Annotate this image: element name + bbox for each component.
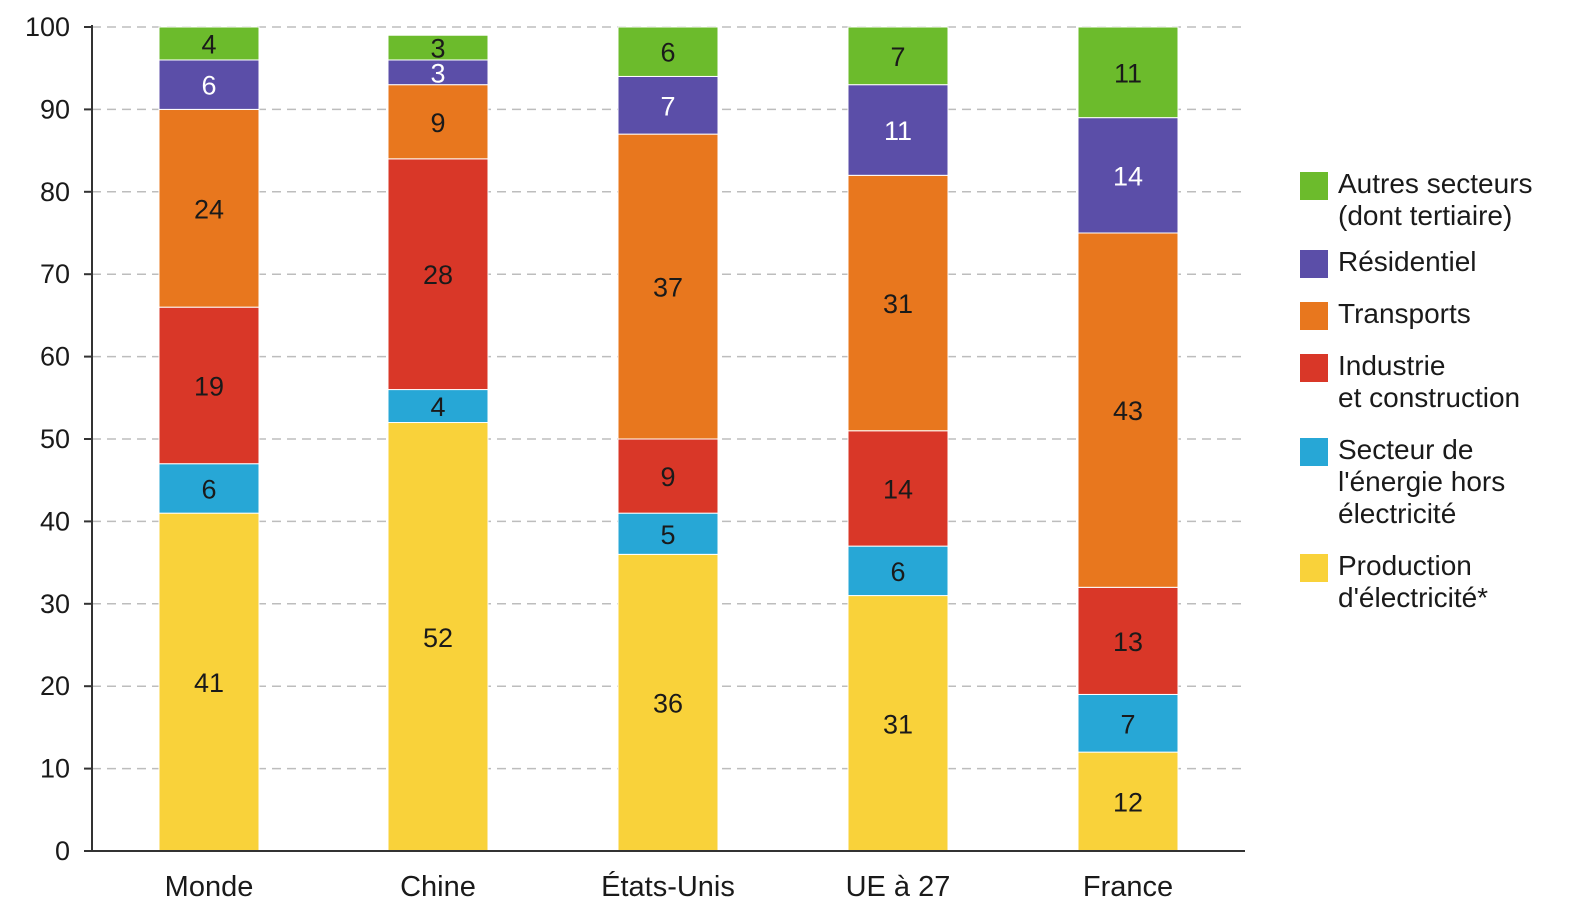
legend-swatch [1300, 438, 1328, 466]
bar-segment [847, 430, 949, 547]
bar-segment [387, 389, 489, 424]
data-label: 9 [430, 108, 445, 138]
bar-segment [158, 108, 260, 308]
y-tick-label: 10 [40, 754, 70, 784]
legend-item: Résidentiel [1300, 246, 1575, 278]
legend-item: Secteur de l'énergie hors électricité [1300, 434, 1575, 530]
legend-item: Transports [1300, 298, 1575, 330]
data-label: 28 [423, 260, 453, 290]
bar-segment [158, 512, 260, 852]
x-category-label: Monde [165, 871, 254, 903]
y-tick-label: 80 [40, 177, 70, 207]
data-label: 14 [1113, 161, 1143, 191]
x-category-label: Chine [400, 871, 476, 903]
bar-segment [617, 438, 719, 514]
data-label: 3 [430, 58, 445, 88]
data-label: 14 [883, 474, 913, 504]
bar-segment [617, 512, 719, 555]
y-tick-label: 30 [40, 589, 70, 619]
bar-segment [1077, 693, 1179, 753]
bar-segment [847, 545, 949, 597]
y-tick-label: 50 [40, 424, 70, 454]
data-label: 43 [1113, 396, 1143, 426]
y-tick-label: 70 [40, 259, 70, 289]
x-category-label: France [1083, 871, 1173, 903]
x-category-label: UE à 27 [846, 871, 951, 903]
data-label: 41 [194, 668, 224, 698]
legend-label: Production d'électricité* [1338, 550, 1489, 613]
bar-segment [158, 463, 260, 514]
data-label: 31 [883, 709, 913, 739]
legend-label: Résidentiel [1338, 246, 1477, 277]
data-label: 6 [201, 71, 216, 101]
bar-segment [158, 306, 260, 465]
bar-segment [387, 34, 489, 61]
legend-swatch [1300, 554, 1328, 582]
legend-item: Industrie et construction [1300, 350, 1575, 414]
data-label: 9 [660, 462, 675, 492]
legend-label: Secteur de l'énergie hors électricité [1338, 434, 1506, 529]
data-label: 11 [1114, 58, 1142, 88]
data-label: 13 [1113, 627, 1143, 657]
legend-swatch [1300, 250, 1328, 278]
data-label: 52 [423, 623, 453, 653]
data-label: 7 [890, 42, 905, 72]
data-label: 24 [194, 194, 224, 224]
legend: Autres secteurs (dont tertiaire) Résident… [1300, 168, 1575, 614]
y-tick-label: 20 [40, 671, 70, 701]
bar-segment [617, 75, 719, 135]
bar-segment [847, 26, 949, 86]
bars: 41 6 19 24 6 4 52 4 28 9 33 36 5 9 37 7 6 31 6 14 31 11 7 12 7 13… [158, 26, 1179, 852]
legend-swatch [1300, 354, 1328, 382]
bar-segment [387, 158, 489, 391]
data-label: 5 [660, 520, 675, 550]
bar-segment [847, 84, 949, 176]
bar-segment [847, 595, 949, 852]
legend-item: Autres secteurs (dont tertiaire) [1300, 168, 1575, 232]
data-label: 7 [1120, 709, 1135, 739]
axes: 0 10 20 30 40 50 60 70 80 90 100 Monde Chine États-Un… [25, 12, 1245, 903]
bar-segment [387, 59, 489, 86]
data-label: 37 [653, 273, 683, 303]
bar-segment [617, 553, 719, 852]
data-label: 3 [430, 34, 445, 64]
y-tick-label: 60 [40, 342, 70, 372]
data-label: 36 [653, 689, 683, 719]
bar-segment [1077, 232, 1179, 588]
y-tick-label: 0 [55, 836, 70, 866]
data-label: 6 [201, 474, 216, 504]
x-category-label: États-Unis [601, 870, 735, 903]
data-label: 12 [1113, 788, 1143, 818]
legend-swatch [1300, 172, 1328, 200]
bar-segment [617, 133, 719, 440]
bar-segment [1077, 117, 1179, 234]
legend-swatch [1300, 302, 1328, 330]
data-label: 7 [660, 91, 675, 121]
data-label: 11 [884, 116, 912, 146]
y-tick-label: 40 [40, 506, 70, 536]
bar-segment [1077, 586, 1179, 695]
data-label: 6 [660, 38, 675, 68]
bar-segment [158, 26, 260, 61]
y-tick-label: 90 [40, 94, 70, 124]
y-tick-label: 100 [25, 12, 70, 42]
data-label: 4 [201, 29, 216, 59]
bar-segment [617, 26, 719, 77]
legend-label: Industrie et construction [1338, 350, 1521, 413]
bar-segment [1077, 26, 1179, 119]
data-label: 6 [890, 557, 905, 587]
data-label: 19 [194, 371, 224, 401]
data-label: 4 [430, 392, 445, 422]
legend-label: Autres secteurs (dont tertiaire) [1338, 168, 1533, 231]
legend-label: Transports [1338, 298, 1471, 329]
legend-item: Production d'électricité* [1300, 550, 1575, 614]
data-label: 31 [883, 289, 913, 319]
bar-segment [158, 59, 260, 110]
